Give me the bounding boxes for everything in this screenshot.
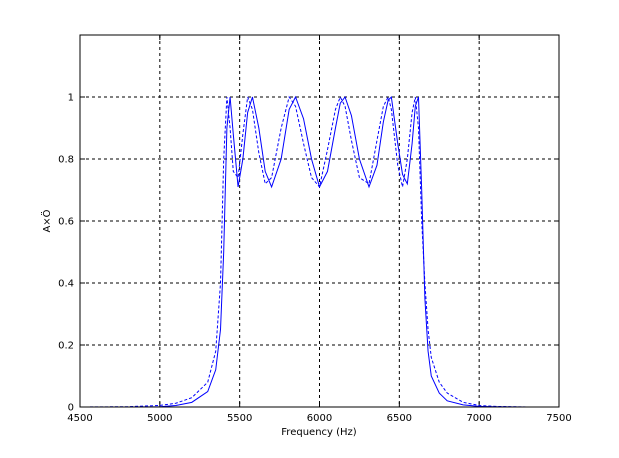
x-tick-label: 7000 (466, 413, 491, 424)
x-tick-label: 7500 (546, 413, 571, 424)
y-tick-label: 0.6 (58, 217, 74, 228)
x-axis-label: Frequency (Hz) (281, 427, 357, 438)
y-axis-label: A×Ö (40, 209, 53, 232)
x-tick-label: 5500 (227, 413, 252, 424)
x-tick-label: 5000 (147, 413, 172, 424)
y-tick-label: 0.2 (58, 341, 74, 352)
y-tick-label: 0.8 (58, 155, 74, 166)
x-tick-label: 6500 (387, 413, 412, 424)
y-tick-label: 0 (68, 403, 74, 414)
y-tick-label: 0.4 (58, 279, 74, 290)
line-series (79, 95, 559, 408)
x-tick-label: 4500 (67, 413, 92, 424)
axes-box (79, 34, 560, 408)
line-series (80, 95, 559, 408)
y-tick-label: 1 (68, 93, 74, 104)
x-tick-label: 6000 (307, 413, 332, 424)
